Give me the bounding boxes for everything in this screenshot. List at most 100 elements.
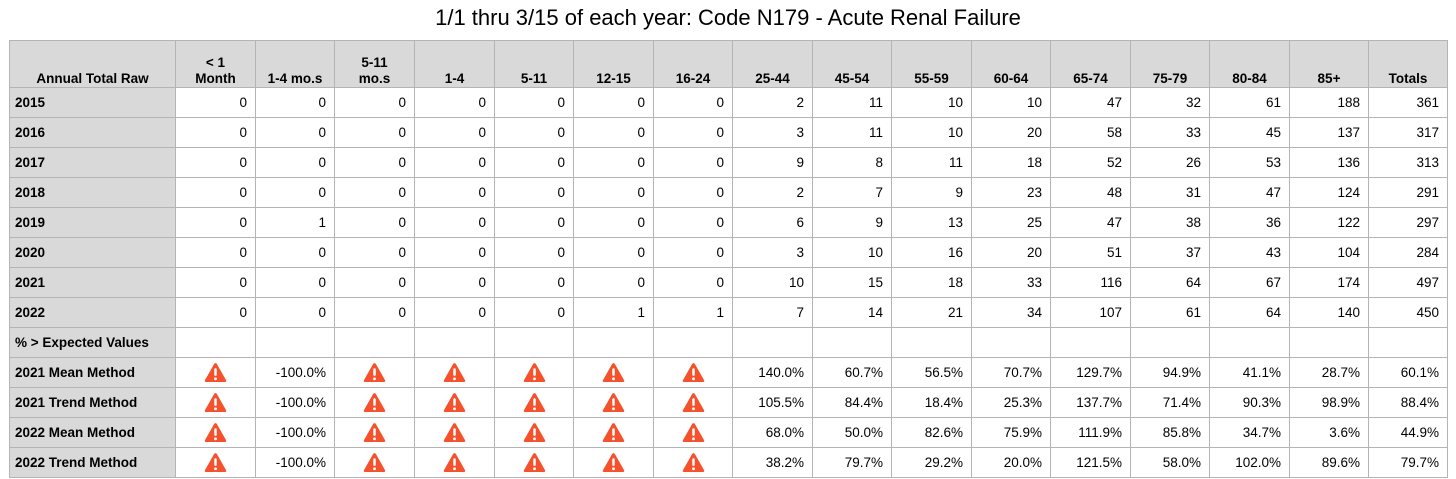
table-cell: 0 (175, 117, 256, 148)
table-cell (971, 327, 1051, 358)
table-cell: 52 (1050, 147, 1131, 178)
warning-triangle-icon (523, 423, 545, 443)
table-cell: 38 (1130, 207, 1210, 238)
table-cell: 1 (653, 297, 733, 328)
table-cell: 0 (573, 117, 654, 148)
row-label: 2015 (9, 87, 176, 118)
table-cell (334, 327, 415, 358)
table-cell: 1 (573, 297, 654, 328)
table-cell: 107 (1050, 297, 1131, 328)
row-label: 2021 Mean Method (9, 357, 176, 388)
table-cell: 0 (334, 207, 415, 238)
warning-cell (653, 357, 733, 388)
table-cell: 33 (1130, 117, 1210, 148)
table-cell: 0 (255, 177, 335, 208)
warning-cell (573, 387, 654, 418)
table-cell: 47 (1209, 177, 1290, 208)
table-cell: 0 (573, 267, 654, 298)
table-cell: 53 (1209, 147, 1290, 178)
table-row: 2022 0 0 0 0 0 1 1 7 14 21 34 107 61 64 140 450 (9, 297, 1448, 328)
column-header: 16-24 (653, 40, 733, 88)
warning-triangle-icon (602, 453, 625, 473)
header-row: Annual Total Raw < 1 Month 1-4 mo.s 5-11 mo.s… (9, 40, 1448, 88)
table-cell: 0 (494, 267, 574, 298)
table-cell: 61 (1130, 297, 1210, 328)
warning-cell (573, 357, 654, 388)
table-cell: 44.9% (1368, 417, 1448, 448)
row-label: 2020 (9, 237, 176, 268)
table-cell: 56.5% (891, 357, 972, 388)
table-row: 2019 0 1 0 0 0 0 0 6 9 13 25 47 38 36 122 297 (9, 207, 1448, 238)
table-cell: 2 (732, 87, 813, 118)
table-cell: 70.7% (971, 357, 1051, 388)
table-cell: 174 (1289, 267, 1369, 298)
warning-cell (653, 447, 733, 478)
warning-triangle-icon (443, 453, 466, 473)
table-cell: 10 (891, 87, 972, 118)
table-cell: 122 (1289, 207, 1369, 238)
table-cell: 0 (573, 237, 654, 268)
table-cell: 33 (971, 267, 1051, 298)
warning-cell (494, 357, 574, 388)
table-cell: 9 (812, 207, 892, 238)
table-cell: 45 (1209, 117, 1290, 148)
data-table: Annual Total Raw < 1 Month 1-4 mo.s 5-11 mo.s… (9, 40, 1448, 478)
table-cell (494, 327, 574, 358)
warning-cell (334, 357, 415, 388)
warning-triangle-icon (363, 393, 386, 413)
table-cell: 0 (255, 87, 335, 118)
table-cell: 0 (334, 177, 415, 208)
warning-triangle-icon (682, 363, 704, 383)
column-header: 80-84 (1209, 40, 1290, 88)
table-cell: 0 (494, 237, 574, 268)
table-cell: 0 (334, 117, 415, 148)
table-cell: 75.9% (971, 417, 1051, 448)
table-row: 2017 0 0 0 0 0 0 0 9 8 11 18 52 26 53 136 313 (9, 147, 1448, 178)
table-cell: 60.7% (812, 357, 892, 388)
table-row: 2021 0 0 0 0 0 0 0 10 15 18 33 116 64 67 174 497 (9, 267, 1448, 298)
table-cell: 32 (1130, 87, 1210, 118)
row-label: % > Expected Values (9, 327, 176, 358)
table-cell: 0 (334, 87, 415, 118)
warning-triangle-icon (204, 393, 227, 413)
table-cell: 3 (732, 117, 813, 148)
column-header: 12-15 (573, 40, 654, 88)
table-cell: 79.7% (812, 447, 892, 478)
table-cell: 0 (494, 297, 574, 328)
table-cell: 67 (1209, 267, 1290, 298)
table-cell: 313 (1368, 147, 1448, 178)
table-cell: 111.9% (1050, 417, 1131, 448)
table-cell: 18.4% (891, 387, 972, 418)
warning-cell (414, 447, 495, 478)
table-cell: 2 (732, 177, 813, 208)
warning-triangle-icon (443, 423, 466, 443)
table-cell: 20 (971, 117, 1051, 148)
table-cell: 98.9% (1289, 387, 1369, 418)
table-row: 2020 0 0 0 0 0 0 0 3 10 16 20 51 37 43 104 284 (9, 237, 1448, 268)
table-cell: 8 (812, 147, 892, 178)
warning-triangle-icon (204, 453, 227, 473)
warning-triangle-icon (682, 453, 704, 473)
column-header: 25-44 (732, 40, 813, 88)
warning-cell (175, 417, 256, 448)
table-cell: 29.2% (891, 447, 972, 478)
table-row: % > Expected Values (9, 327, 1448, 358)
column-header: 55-59 (891, 40, 972, 88)
table-cell: 0 (414, 177, 495, 208)
table-cell: 0 (494, 147, 574, 178)
table-cell: 0 (175, 87, 256, 118)
warning-cell (414, 417, 495, 448)
table-cell: 0 (414, 297, 495, 328)
table-cell: 284 (1368, 237, 1448, 268)
table-row: 2021 Trend Method -100.0% 105.5% 84.4% 18.4%… (9, 387, 1448, 418)
table-cell: 121.5% (1050, 447, 1131, 478)
warning-triangle-icon (363, 453, 386, 473)
warning-triangle-icon (523, 393, 545, 413)
table-cell: 41.1% (1209, 357, 1290, 388)
row-label: 2018 (9, 177, 176, 208)
row-label: 2022 (9, 297, 176, 328)
table-cell: 0 (334, 297, 415, 328)
table-cell: 0 (653, 147, 733, 178)
table-cell: 137 (1289, 117, 1369, 148)
table-cell (1368, 327, 1448, 358)
